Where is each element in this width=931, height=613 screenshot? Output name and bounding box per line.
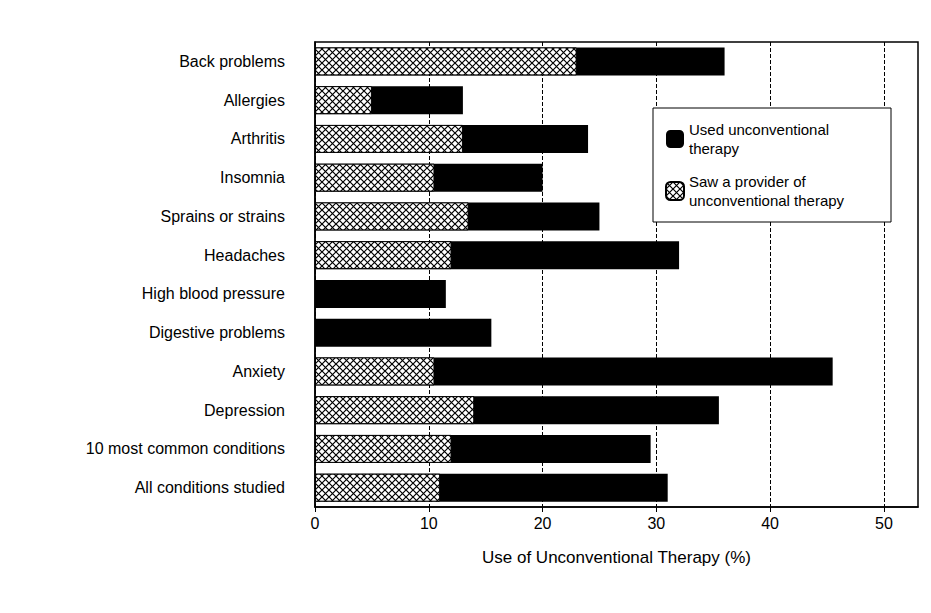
svg-text:Digestive problems: Digestive problems [149,324,285,341]
svg-text:20: 20 [534,515,552,532]
svg-text:High blood pressure: High blood pressure [142,285,285,302]
svg-text:All conditions studied: All conditions studied [135,479,285,496]
svg-text:Insomnia: Insomnia [220,169,285,186]
svg-text:Depression: Depression [204,402,285,419]
svg-text:Back problems: Back problems [179,53,285,70]
svg-text:30: 30 [647,515,665,532]
svg-text:Anxiety: Anxiety [233,363,285,380]
svg-text:Use of Unconventional Therapy: Use of Unconventional Therapy (%) [482,548,751,567]
svg-text:therapy: therapy [689,140,740,157]
svg-text:50: 50 [875,515,893,532]
svg-text:Used unconventional: Used unconventional [689,121,833,138]
svg-text:Headaches: Headaches [204,247,285,264]
svg-text:40: 40 [761,515,779,532]
svg-text:Arthritis: Arthritis [231,130,285,147]
svg-text:Saw a provider of: Saw a provider of [689,173,810,190]
svg-text:Allergies: Allergies [224,92,285,109]
svg-text:10 most common conditions: 10 most common conditions [86,440,285,457]
svg-text:unconventional therapy: unconventional therapy [689,192,845,209]
svg-text:0: 0 [311,515,320,532]
svg-text:Sprains or strains: Sprains or strains [161,208,286,225]
svg-text:10: 10 [420,515,438,532]
